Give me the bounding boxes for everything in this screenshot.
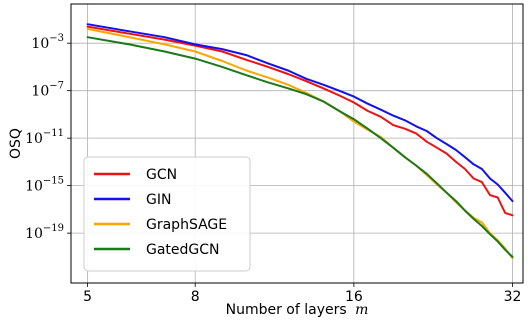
- legend: GCN GIN GraphSAGE GatedGCN: [83, 156, 251, 272]
- legend-label: GCN: [146, 167, 177, 183]
- series-line-gin: [86, 23, 514, 203]
- legend-box: [83, 156, 251, 272]
- series-line-gatedgcn: [86, 36, 514, 258]
- y-tick-label: 10−11: [25, 128, 64, 147]
- y-tick-exponent: −7: [49, 81, 64, 92]
- x-axis-ticks: 5 8 16 32: [83, 283, 521, 305]
- y-tick-label: 10−3: [31, 33, 64, 52]
- y-tick-exponent: −15: [43, 176, 64, 187]
- y-tick-exponent: −19: [43, 223, 64, 234]
- y-tick-label: 10−7: [31, 81, 64, 100]
- x-tick-label: 16: [345, 289, 363, 305]
- y-axis-title: OSQ: [8, 128, 24, 159]
- series-line-gcn: [86, 25, 514, 217]
- y-tick-label: 10−19: [25, 223, 64, 242]
- y-tick-base: 10: [25, 131, 43, 147]
- y-tick-base: 10: [25, 226, 43, 242]
- x-axis-title-text: Number of layers: [226, 302, 347, 318]
- y-tick-base: 10: [31, 36, 49, 52]
- y-tick-base: 10: [31, 84, 49, 100]
- legend-label: GraphSAGE: [146, 217, 227, 233]
- x-axis-title: Number of layers m: [226, 302, 369, 318]
- legend-label: GIN: [146, 192, 171, 208]
- x-tick-label: 32: [504, 289, 522, 305]
- y-tick-label: 10−15: [25, 176, 64, 195]
- x-tick-label: 5: [83, 289, 92, 305]
- x-tick-label: 8: [191, 289, 200, 305]
- y-tick-exponent: −11: [43, 128, 64, 139]
- x-axis-title-variable: m: [355, 302, 368, 318]
- y-tick-exponent: −3: [49, 33, 64, 44]
- y-tick-base: 10: [25, 179, 43, 195]
- series-lines: [86, 23, 514, 260]
- legend-label: GatedGCN: [146, 242, 220, 258]
- plot-frame: [70, 3, 524, 284]
